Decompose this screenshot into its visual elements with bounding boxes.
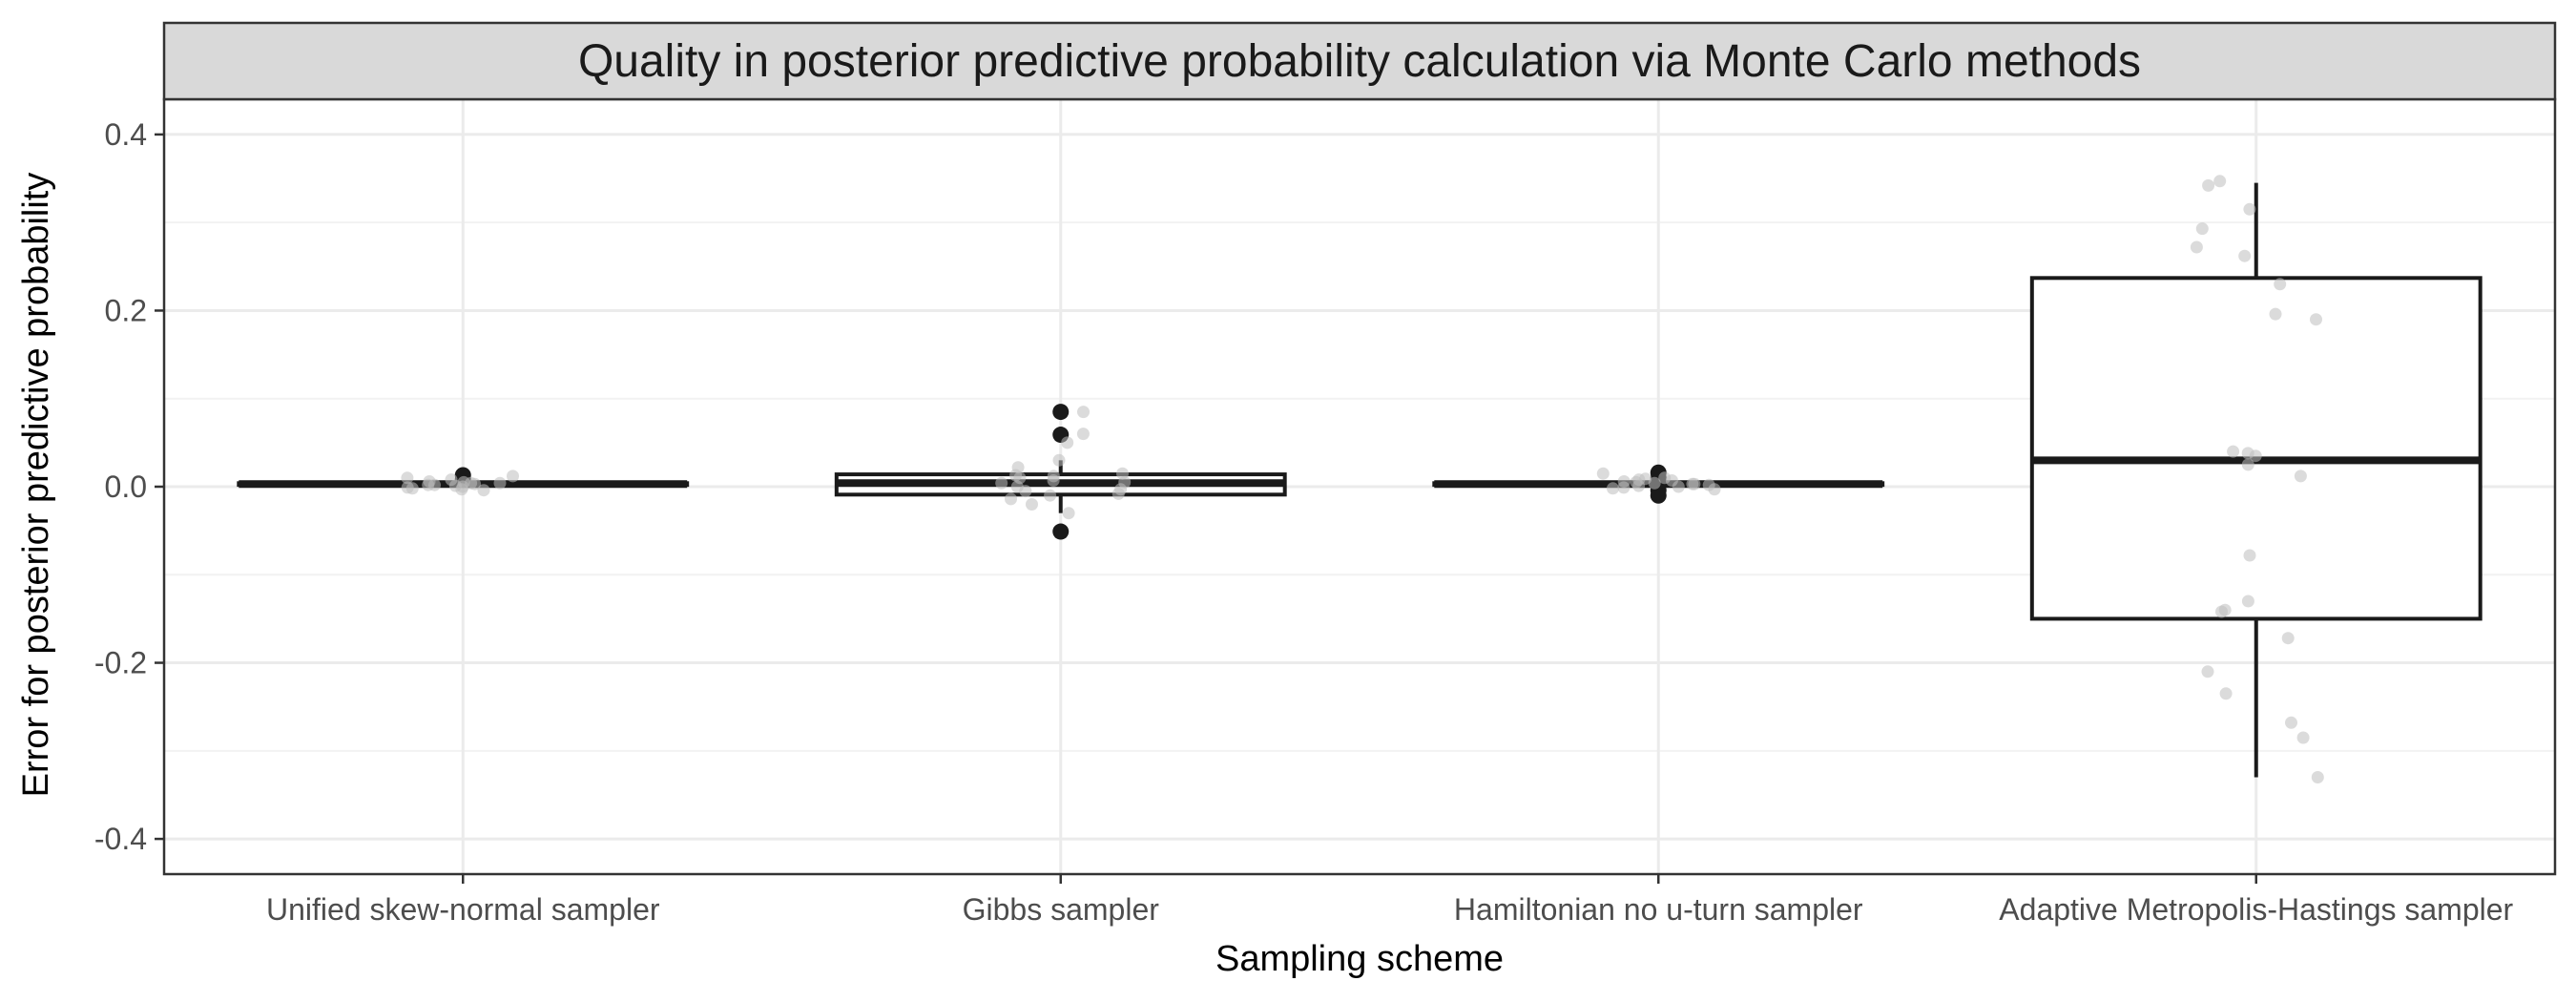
jitter-point xyxy=(456,480,469,493)
jitter-point xyxy=(2311,771,2324,783)
jitter-point xyxy=(2294,470,2307,483)
y-tick-label: 0.2 xyxy=(105,293,147,327)
jitter-point xyxy=(493,476,507,490)
jitter-point xyxy=(2215,605,2228,618)
jitter-point xyxy=(2269,307,2282,321)
box-group xyxy=(237,467,690,497)
jitter-point xyxy=(995,476,1008,490)
jitter-point xyxy=(477,484,490,497)
jitter-point xyxy=(1019,485,1032,498)
jitter-point xyxy=(1118,475,1132,489)
jitter-point xyxy=(1076,428,1090,441)
jitter-point xyxy=(2310,313,2322,326)
outlier-point xyxy=(1052,404,1070,421)
jitter-point xyxy=(2296,731,2310,744)
x-tick-label: Unified skew-normal sampler xyxy=(266,892,660,927)
x-axis-title: Sampling scheme xyxy=(1215,939,1504,979)
plot-marks xyxy=(237,175,2483,783)
x-tick-label: Hamiltonian no u-turn sampler xyxy=(1454,892,1863,927)
jitter-point xyxy=(1596,467,1610,480)
jitter-point xyxy=(507,470,519,483)
jitter-point xyxy=(401,471,414,485)
jitter-point xyxy=(445,473,458,487)
jitter-point xyxy=(1061,436,1074,449)
outlier-point xyxy=(1052,523,1070,540)
jitter-point xyxy=(2241,458,2254,471)
box-group xyxy=(1432,464,1885,504)
jitter-point xyxy=(1047,470,1060,483)
jitter-point xyxy=(2219,687,2233,700)
y-axis: -0.4 -0.2 0.0 0.2 0.4 xyxy=(94,117,164,856)
jitter-point xyxy=(2243,202,2256,216)
jitter-point xyxy=(1011,461,1025,474)
y-tick-label: 0.4 xyxy=(105,117,147,152)
jitter-point xyxy=(2274,278,2287,291)
box-group xyxy=(2029,175,2483,783)
jitter-point xyxy=(1044,489,1057,502)
strip-background xyxy=(162,21,2557,101)
jitter-point xyxy=(2243,549,2256,562)
outlier-point xyxy=(1650,487,1667,504)
y-tick-label: -0.4 xyxy=(94,822,147,856)
jitter-point xyxy=(2285,716,2297,729)
jitter-point xyxy=(468,477,482,491)
jitter-point xyxy=(1702,478,1715,491)
jitter-point xyxy=(1617,481,1631,494)
jitter-point xyxy=(1686,477,1699,491)
y-tick-label: -0.2 xyxy=(94,646,147,680)
jitter-point xyxy=(1077,406,1090,419)
jitter-point xyxy=(1052,453,1066,467)
jitter-point xyxy=(401,481,414,494)
jitter-point xyxy=(2281,632,2295,645)
y-tick-label: 0.0 xyxy=(105,470,147,504)
jitter-point xyxy=(422,478,435,491)
jitter-point xyxy=(1062,507,1075,520)
jitter-point xyxy=(2202,178,2215,192)
jitter-point xyxy=(2227,445,2240,458)
jitter-point xyxy=(2201,665,2214,678)
jitter-point xyxy=(2241,595,2254,608)
box-group xyxy=(834,404,1287,540)
jitter-point xyxy=(2195,222,2209,236)
jitter-point xyxy=(1607,482,1619,495)
chart-title: Quality in posterior predictive probabil… xyxy=(578,36,2141,87)
jitter-point xyxy=(2249,449,2262,463)
x-tick-label: Adaptive Metropolis-Hastings sampler xyxy=(1999,892,2513,927)
jitter-point xyxy=(2213,175,2227,188)
jitter-point xyxy=(2238,249,2252,262)
y-axis-title: Error for posterior predictive probabili… xyxy=(16,173,56,798)
jitter-point xyxy=(2190,240,2203,254)
x-axis: Unified skew-normal sampler Gibbs sampler… xyxy=(266,874,2514,927)
jitter-point xyxy=(1005,492,1017,506)
x-tick-label: Gibbs sampler xyxy=(963,892,1160,927)
jitter-point xyxy=(1026,498,1038,511)
jitter-point xyxy=(1672,480,1685,493)
box-body xyxy=(2029,276,2483,621)
jitter-point xyxy=(1639,472,1652,486)
